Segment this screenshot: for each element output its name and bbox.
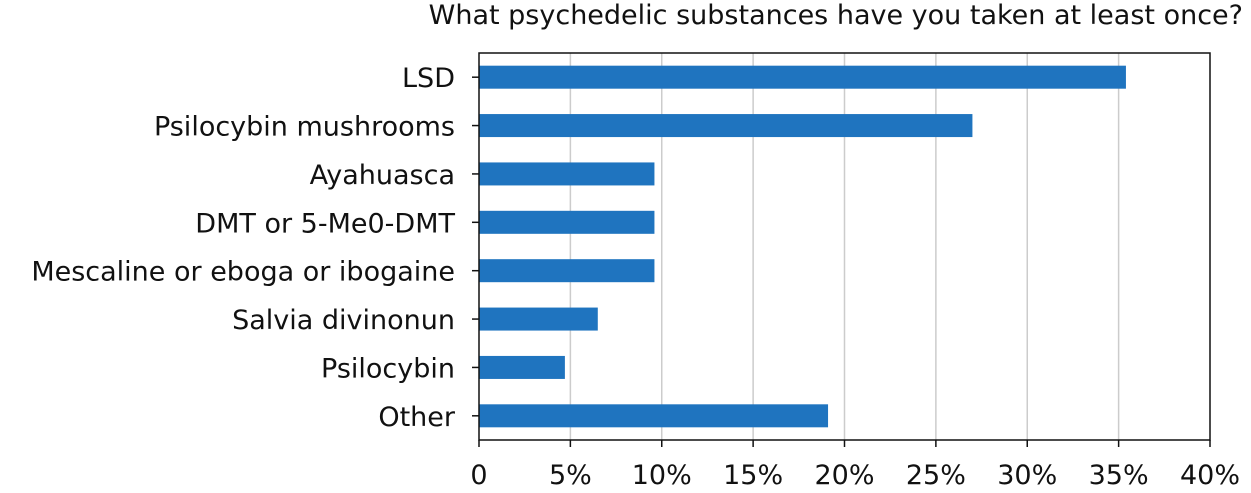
category-label: Mescaline or eboga or ibogaine xyxy=(31,257,455,288)
category-label: LSD xyxy=(402,63,455,94)
category-label: Psilocybin xyxy=(321,353,455,384)
x-tick-label: 40% xyxy=(1180,460,1240,491)
x-tick-label: 10% xyxy=(632,460,692,491)
bar xyxy=(479,259,655,283)
x-tick-label: 0 xyxy=(470,460,487,491)
x-tick-label: 25% xyxy=(906,460,966,491)
category-label: Salvia divinonun xyxy=(232,305,455,336)
category-label: DMT or 5-Me0-DMT xyxy=(195,208,455,239)
y-ticks xyxy=(472,76,479,417)
bar xyxy=(479,162,655,186)
x-tick-label: 20% xyxy=(814,460,874,491)
category-labels: LSD Psilocybin mushrooms Ayahuasca DMT or 5… xyxy=(31,63,456,433)
x-tick-label: 30% xyxy=(997,460,1057,491)
bar xyxy=(479,404,829,428)
category-label: Other xyxy=(378,402,456,433)
bar xyxy=(479,210,655,234)
bars xyxy=(479,65,1126,428)
bar xyxy=(479,307,598,331)
bar xyxy=(479,65,1126,89)
category-label: Psilocybin mushrooms xyxy=(154,112,455,143)
bar xyxy=(479,114,973,138)
x-ticks xyxy=(478,440,1211,447)
x-tick-label: 15% xyxy=(723,460,783,491)
x-tick-label: 5% xyxy=(549,460,592,491)
chart-title: What psychedelic substances have you tak… xyxy=(428,0,1243,31)
x-tick-labels: 0 5% 10% 15% 20% 25% 30% 35% 40% xyxy=(470,460,1240,491)
grid-lines xyxy=(569,53,1120,440)
bar xyxy=(479,355,565,379)
category-label: Ayahuasca xyxy=(310,160,455,191)
x-tick-label: 35% xyxy=(1089,460,1149,491)
